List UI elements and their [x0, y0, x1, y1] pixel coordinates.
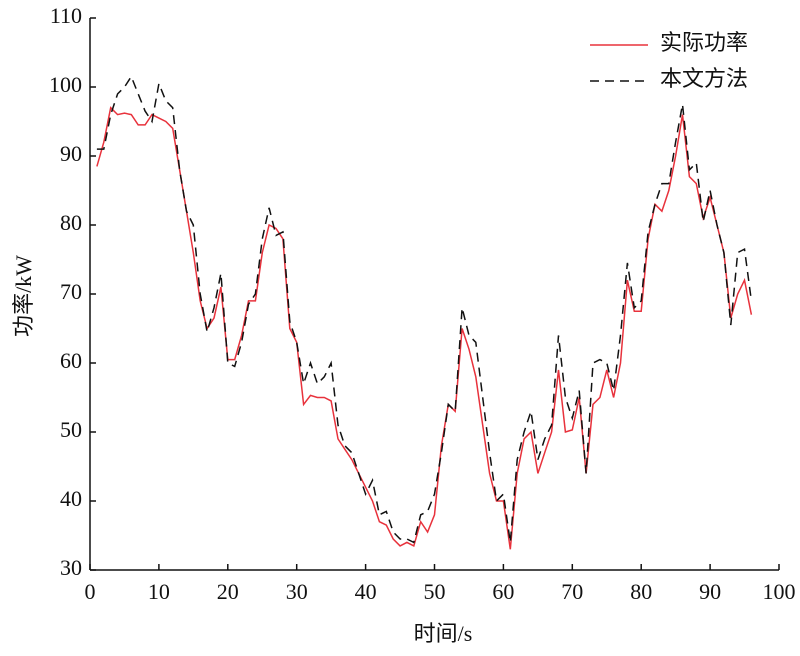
x-tick-label: 100: [763, 579, 796, 604]
y-tick-label: 40: [60, 486, 82, 511]
x-tick-label: 60: [492, 579, 514, 604]
y-tick-label: 50: [60, 417, 82, 442]
x-axis-label: 时间/s: [414, 621, 473, 646]
y-tick-label: 70: [60, 279, 82, 304]
x-tick-label: 50: [424, 579, 446, 604]
x-tick-label: 10: [148, 579, 170, 604]
x-tick-label: 20: [217, 579, 239, 604]
x-tick-label: 30: [286, 579, 308, 604]
y-tick-label: 90: [60, 141, 82, 166]
series-line: [96, 74, 753, 544]
y-tick-label: 80: [60, 210, 82, 235]
legend-label: 本文方法: [660, 66, 748, 91]
y-tick-label: 100: [49, 72, 82, 97]
x-tick-label: 80: [630, 579, 652, 604]
y-tick-label: 30: [60, 555, 82, 580]
x-tick-label: 0: [85, 579, 96, 604]
y-tick-label: 110: [50, 3, 82, 28]
x-tick-label: 90: [699, 579, 721, 604]
series-line: [96, 106, 753, 550]
x-tick-label: 70: [561, 579, 583, 604]
y-tick-label: 60: [60, 348, 82, 373]
x-tick-label: 40: [355, 579, 377, 604]
legend-label: 实际功率: [660, 30, 748, 55]
y-axis-label: 功率/kW: [11, 255, 36, 337]
